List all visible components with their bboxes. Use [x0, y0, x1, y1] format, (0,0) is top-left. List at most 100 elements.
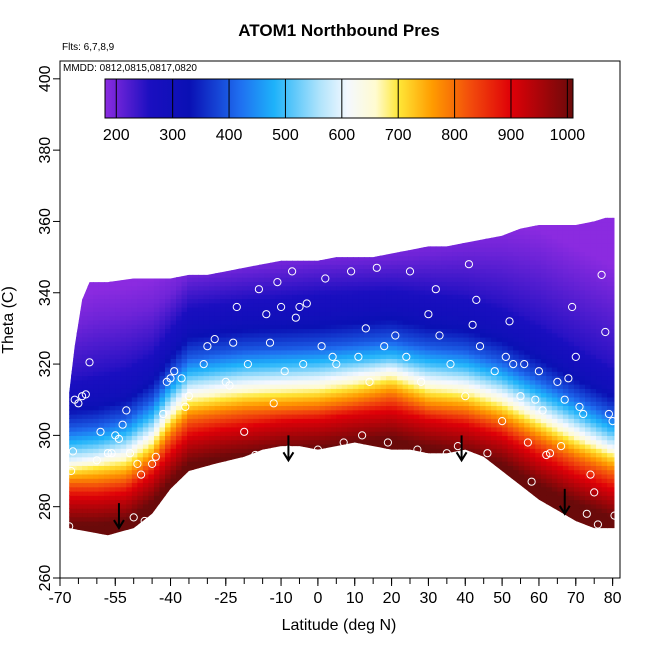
heat-cell — [369, 225, 376, 231]
heat-cell — [380, 247, 387, 252]
heat-cell — [104, 311, 111, 317]
heat-cell — [341, 516, 348, 522]
heat-cell — [76, 358, 83, 364]
heat-cell — [286, 264, 293, 270]
heat-cell — [209, 324, 216, 330]
heat-cell — [286, 499, 293, 505]
heat-cell — [148, 456, 155, 462]
heat-cell — [104, 234, 111, 240]
heat-cell — [275, 328, 282, 334]
heat-cell — [69, 482, 72, 488]
heat-cell — [336, 392, 343, 398]
heat-cell — [170, 392, 177, 398]
heat-cell — [236, 259, 243, 265]
heat-cell — [109, 418, 116, 424]
heat-cell — [330, 525, 337, 531]
heat-cell — [76, 401, 83, 407]
heat-cell — [237, 538, 243, 543]
heat-cell — [109, 495, 116, 501]
heat-cell — [330, 384, 337, 389]
heat-cell — [153, 242, 161, 248]
heat-cell — [297, 298, 304, 304]
heat-cell — [126, 495, 133, 501]
heat-cell — [314, 516, 321, 522]
heat-cell — [242, 268, 249, 274]
heat-cell — [120, 499, 127, 505]
heat-cell — [325, 461, 332, 466]
heat-cell — [104, 264, 111, 270]
heat-cell — [292, 384, 299, 389]
heat-cell — [369, 217, 376, 223]
heat-cell — [220, 418, 227, 424]
heat-cell — [292, 268, 299, 274]
heat-cell — [397, 311, 404, 317]
heat-cell — [170, 324, 177, 330]
heat-cell — [153, 354, 161, 359]
heat-cell — [187, 341, 194, 347]
heat-cell — [314, 341, 321, 347]
heat-cell — [181, 285, 188, 291]
heat-cell — [220, 349, 227, 355]
heat-cell — [93, 495, 100, 501]
heat-cell — [369, 401, 376, 407]
heat-cell — [99, 213, 105, 218]
heat-cell — [363, 307, 371, 312]
heat-cell — [253, 486, 260, 492]
heat-cell — [71, 358, 78, 364]
heat-cell — [369, 503, 376, 509]
heat-cell — [176, 221, 183, 227]
heat-cell — [308, 332, 315, 338]
heat-cell — [87, 285, 94, 291]
heat-cell — [198, 533, 205, 536]
heat-cell — [71, 520, 78, 526]
heat-cell — [142, 242, 150, 248]
heat-cell — [297, 418, 304, 424]
heat-cell — [181, 362, 188, 368]
heat-cell — [104, 221, 111, 227]
heat-cell — [192, 221, 199, 227]
heat-cell — [336, 439, 343, 445]
heat-cell — [341, 456, 348, 462]
heat-cell — [187, 533, 194, 536]
heat-cell — [181, 349, 188, 355]
heat-cell — [192, 491, 199, 496]
heat-cell — [148, 307, 155, 312]
heat-cell — [264, 251, 271, 257]
heat-cell — [87, 298, 94, 304]
heat-cell — [159, 538, 165, 543]
heat-cell — [369, 469, 376, 475]
heat-cell — [397, 435, 404, 441]
heat-cell — [214, 413, 221, 419]
heat-cell — [380, 384, 387, 389]
heat-cell — [231, 379, 238, 385]
heat-cell — [93, 209, 99, 214]
heat-cell — [143, 213, 149, 218]
heat-cell — [363, 473, 371, 479]
heat-cell — [87, 354, 94, 359]
heat-cell — [137, 307, 144, 312]
heat-cell — [397, 362, 404, 368]
heat-cell — [386, 409, 393, 415]
heat-cell — [137, 465, 144, 471]
heat-cell — [87, 358, 94, 364]
heat-cell — [225, 405, 232, 411]
heat-cell — [231, 473, 238, 479]
heat-cell — [314, 413, 321, 419]
heat-cell — [253, 268, 260, 274]
heat-cell — [247, 396, 255, 402]
heat-cell — [98, 392, 105, 398]
heat-cell — [242, 259, 249, 265]
heat-cell — [181, 388, 188, 394]
heat-cell — [247, 294, 255, 300]
heat-cell — [375, 362, 382, 368]
heat-cell — [153, 247, 161, 252]
heat-cell — [375, 461, 382, 466]
heat-cell — [375, 204, 381, 209]
heat-cell — [358, 482, 365, 488]
heat-cell — [347, 298, 354, 304]
heat-cell — [198, 401, 205, 407]
heat-cell — [115, 366, 122, 372]
heat-cell — [198, 221, 205, 227]
heat-cell — [142, 452, 150, 458]
heat-cell — [363, 392, 371, 398]
